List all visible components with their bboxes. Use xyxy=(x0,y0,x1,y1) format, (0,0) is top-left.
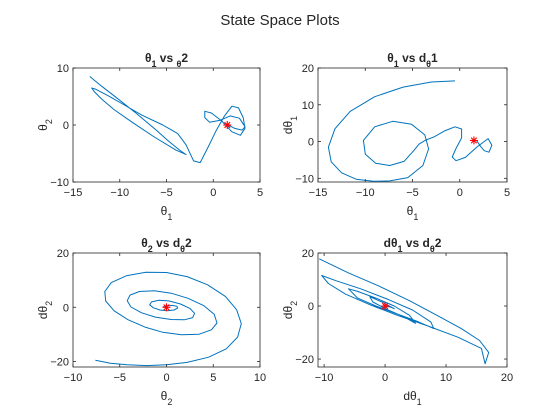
y-tick-label: 10 xyxy=(302,100,314,112)
label-text: θ xyxy=(407,204,414,218)
label-text: θ xyxy=(161,204,168,218)
label-text: θ xyxy=(145,51,152,65)
label-subscript: θ xyxy=(180,244,185,254)
x-tick-label: 5 xyxy=(504,187,510,199)
x-tick-label: −10 xyxy=(356,187,375,199)
label-text: vs xyxy=(156,51,176,65)
label-text: θ xyxy=(36,124,50,131)
trajectory-line xyxy=(327,80,493,182)
y-tick-label: 20 xyxy=(302,248,314,260)
y-tick-label: 20 xyxy=(57,248,69,260)
y-tick-label: −20 xyxy=(50,357,69,369)
label-text: dθ xyxy=(384,236,398,250)
label-subscript: 1 xyxy=(397,244,402,254)
final-point-marker xyxy=(381,302,390,311)
label-text: 2 xyxy=(185,236,192,250)
x-tick-label: −15 xyxy=(64,187,83,199)
label-subscript: θ xyxy=(176,59,181,69)
label-text: θ xyxy=(387,51,394,65)
label-subscript: 2 xyxy=(148,244,153,254)
label-subscript: 2 xyxy=(167,397,172,407)
label-text: vs d xyxy=(153,236,180,250)
label-subscript: 1 xyxy=(394,59,399,69)
label-text: θ xyxy=(161,389,168,403)
y-tick-label: −10 xyxy=(50,177,69,189)
x-tick-label: 0 xyxy=(457,187,463,199)
x-tick-label: 5 xyxy=(257,187,263,199)
final-point-marker xyxy=(469,136,478,145)
x-tick-label: 10 xyxy=(254,372,266,384)
label-subscript: 1 xyxy=(417,397,422,407)
label-text: dθ xyxy=(281,306,295,320)
label-subscript: θ xyxy=(426,59,431,69)
label-subscript: 1 xyxy=(167,212,172,222)
x-tick-label: 0 xyxy=(163,372,169,384)
x-axis-label: θ2 xyxy=(161,389,173,407)
y-tick-label: 10 xyxy=(57,63,69,75)
subplot-title: θ2 vs dθ2 xyxy=(141,236,192,254)
y-axis-label: dθ1 xyxy=(281,116,299,134)
label-text: vs d xyxy=(402,236,429,250)
label-subscript: 2 xyxy=(289,301,299,306)
y-tick-label: 20 xyxy=(302,63,314,75)
x-tick-label: −10 xyxy=(315,372,334,384)
x-tick-label: 0 xyxy=(210,187,216,199)
final-point-marker xyxy=(223,121,232,129)
x-tick-label: −10 xyxy=(110,187,129,199)
subplot-title: θ1 vs θ2 xyxy=(145,51,188,69)
x-tick-label: 20 xyxy=(501,372,513,384)
x-tick-label: −5 xyxy=(113,372,126,384)
y-tick-label: 0 xyxy=(63,302,69,314)
label-subscript: 1 xyxy=(413,212,418,222)
trajectory-line xyxy=(89,76,246,164)
label-text: θ xyxy=(141,236,148,250)
label-text: 2 xyxy=(181,51,188,65)
x-axis-label: θ1 xyxy=(161,204,173,222)
x-axis-label: θ1 xyxy=(407,204,419,222)
y-tick-label: −20 xyxy=(295,354,314,366)
label-subscript: 2 xyxy=(44,119,54,124)
y-axis-label: dθ2 xyxy=(281,301,299,319)
label-subscript: 1 xyxy=(151,59,156,69)
x-tick-label: −15 xyxy=(309,187,328,199)
y-axis-label: θ2 xyxy=(36,119,54,131)
label-text: 1 xyxy=(431,51,438,65)
final-point-marker xyxy=(162,303,171,312)
y-axis-label: dθ2 xyxy=(36,301,54,319)
label-text: dθ xyxy=(403,389,417,403)
x-tick-label: 10 xyxy=(440,372,452,384)
subplot-title: dθ1 vs dθ2 xyxy=(384,236,442,254)
x-axis-label: dθ1 xyxy=(403,389,421,407)
y-tick-label: 0 xyxy=(63,120,69,132)
x-tick-label: 5 xyxy=(210,372,216,384)
x-tick-label: −5 xyxy=(160,187,173,199)
label-text: vs d xyxy=(399,51,426,65)
label-subscript: 1 xyxy=(289,116,299,121)
y-tick-label: 0 xyxy=(308,137,314,149)
label-text: dθ xyxy=(281,121,295,135)
label-text: dθ xyxy=(36,306,50,320)
subplot-title: θ1 vs dθ1 xyxy=(387,51,438,69)
x-tick-label: −10 xyxy=(64,372,83,384)
trajectory-line xyxy=(318,258,490,365)
x-tick-label: −5 xyxy=(406,187,419,199)
label-subscript: θ xyxy=(430,244,435,254)
x-tick-label: 0 xyxy=(382,372,388,384)
y-tick-label: 0 xyxy=(308,301,314,313)
figure-title: State Space Plots xyxy=(220,12,339,29)
y-tick-label: −10 xyxy=(295,173,314,185)
trajectory-line xyxy=(95,271,242,367)
label-subscript: 2 xyxy=(44,301,54,306)
label-text: 2 xyxy=(435,236,442,250)
